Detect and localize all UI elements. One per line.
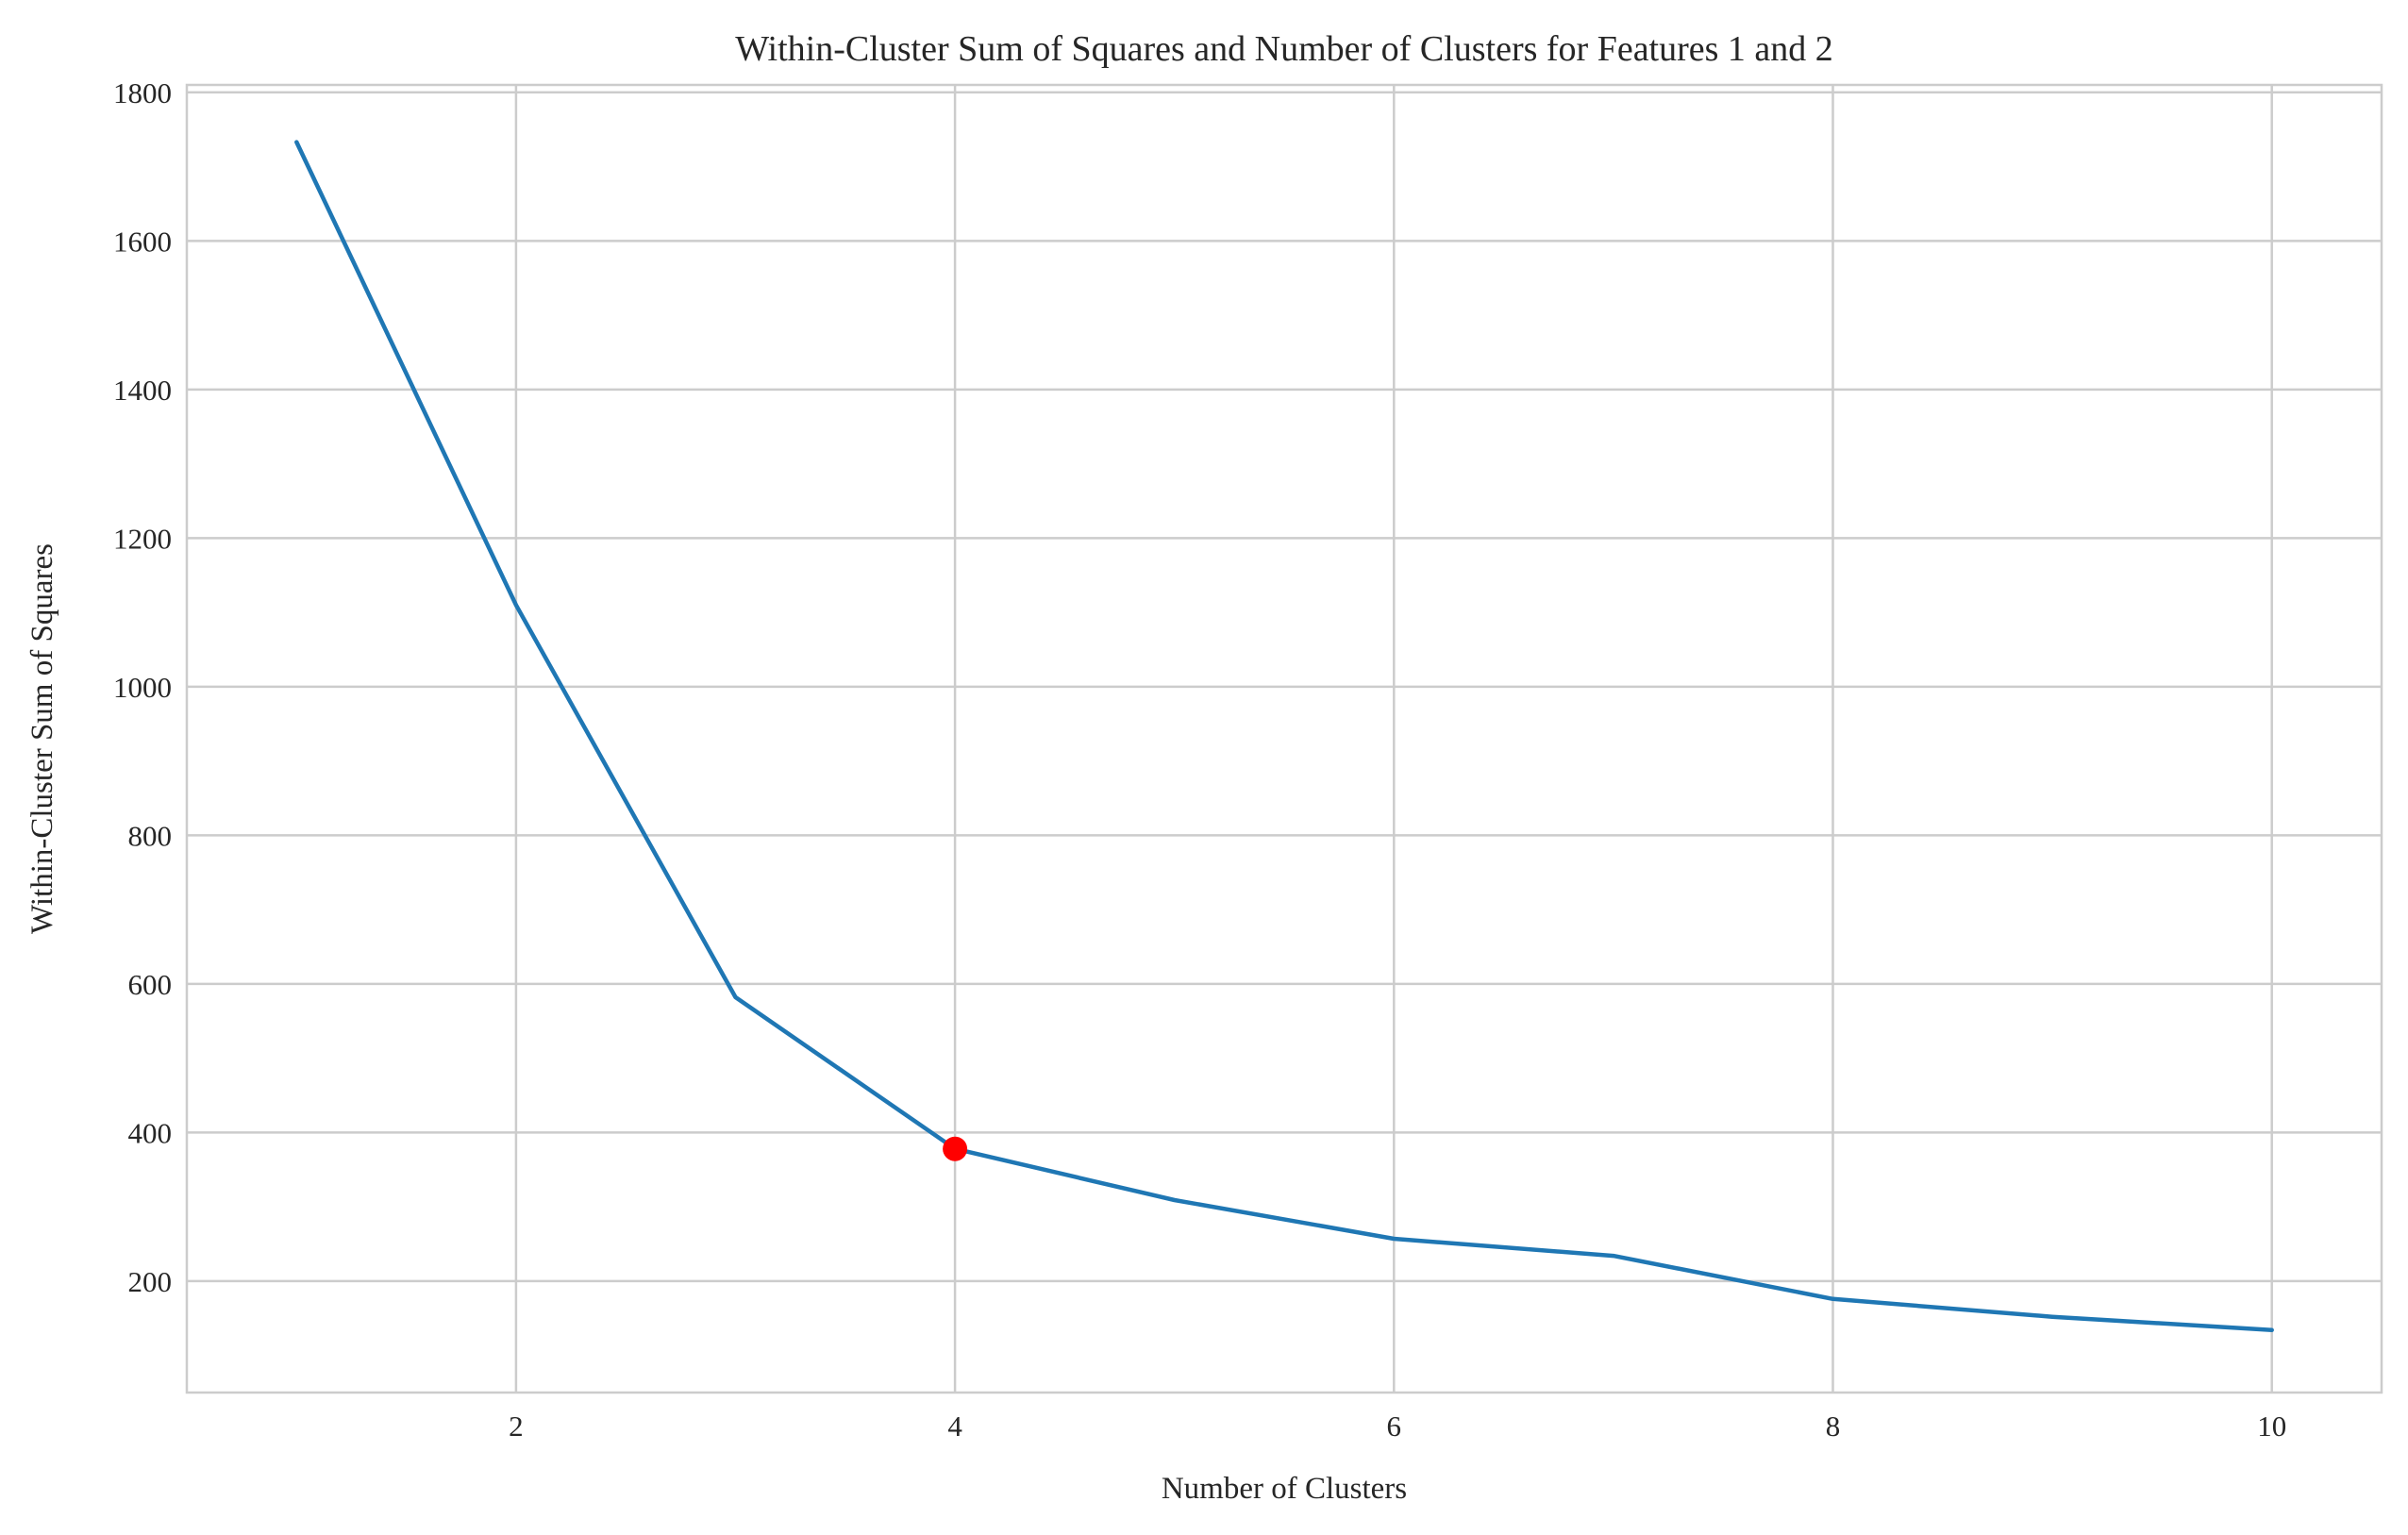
wcss-series-line <box>294 140 2274 1333</box>
y-tick-label: 1400 <box>113 374 172 407</box>
x-tick-label: 2 <box>509 1410 524 1443</box>
y-tick-label: 200 <box>128 1265 173 1298</box>
tick-labels: 2 4 6 8 10 200 400 600 800 1000 1200 1400 1600 1800 <box>113 76 2286 1443</box>
x-axis-label: Number of Clusters <box>1162 1472 1407 1506</box>
y-tick-label: 1800 <box>113 76 172 109</box>
elbow-point-marker <box>943 1136 968 1161</box>
plot-frame <box>185 83 2383 1394</box>
x-tick-label: 6 <box>1387 1410 1402 1443</box>
y-tick-label: 400 <box>128 1116 173 1149</box>
series-layer <box>294 140 2274 1333</box>
grid-lines <box>187 85 2382 1393</box>
chart-title: Within-Cluster Sum of Squares and Number… <box>735 29 1833 69</box>
y-tick-label: 1000 <box>113 671 172 704</box>
y-tick-label: 1200 <box>113 522 172 555</box>
x-tick-label: 8 <box>1826 1410 1841 1443</box>
x-tick-label: 10 <box>2257 1410 2286 1443</box>
y-tick-label: 1600 <box>113 225 172 258</box>
y-tick-label: 800 <box>128 819 173 852</box>
x-tick-label: 4 <box>947 1410 962 1443</box>
y-axis-label: Within-Cluster Sum of Squares <box>25 543 59 934</box>
y-tick-label: 600 <box>128 968 173 1001</box>
